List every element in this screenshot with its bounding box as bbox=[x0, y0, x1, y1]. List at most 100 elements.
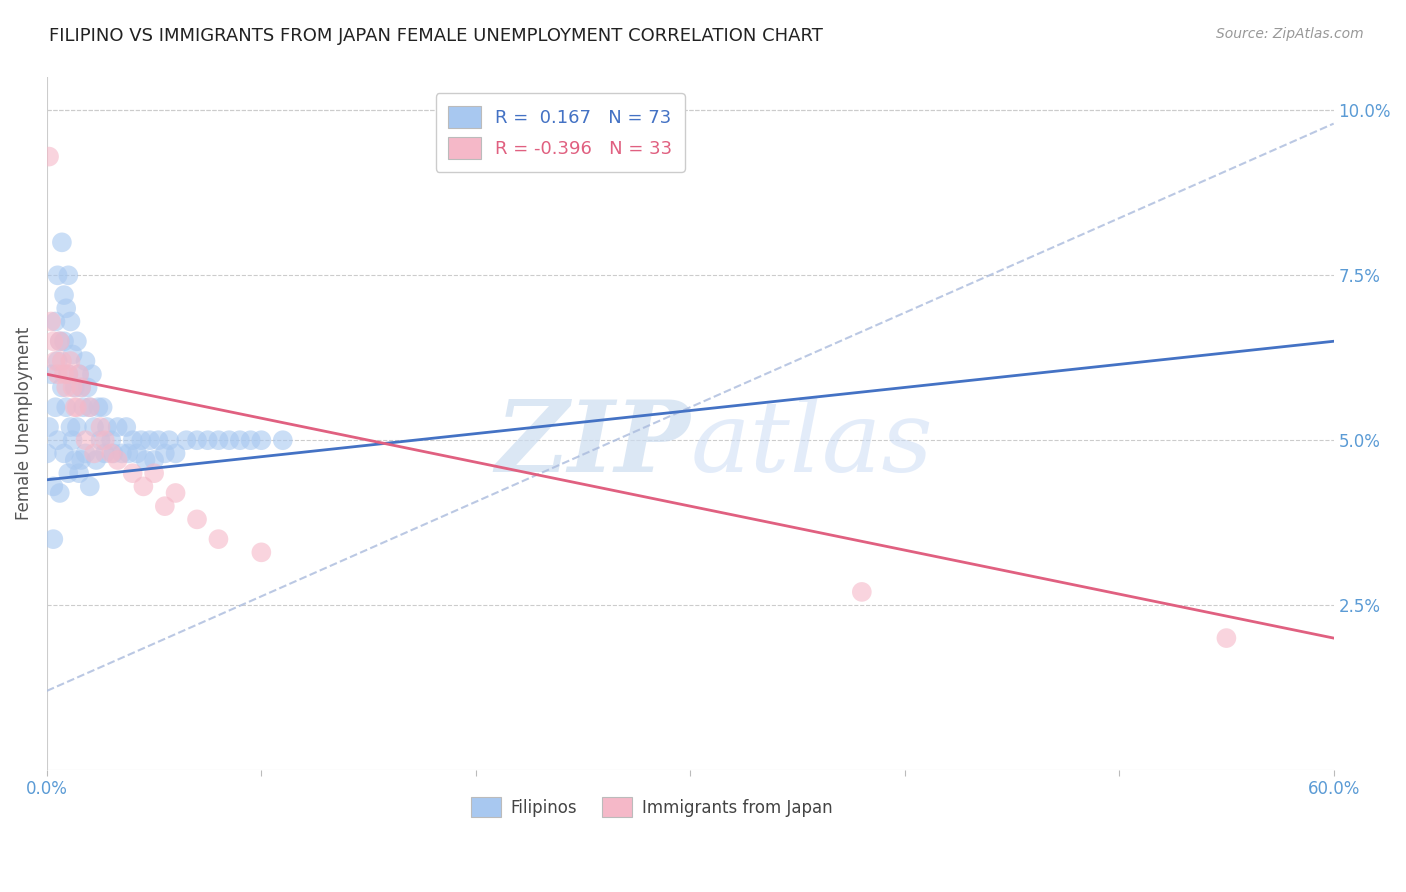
Point bbox=[271, 434, 294, 448]
Point bbox=[125, 446, 148, 460]
Point bbox=[103, 446, 125, 460]
Point bbox=[143, 466, 166, 480]
Point bbox=[80, 368, 103, 382]
Point bbox=[51, 354, 73, 368]
Text: FILIPINO VS IMMIGRANTS FROM JAPAN FEMALE UNEMPLOYMENT CORRELATION CHART: FILIPINO VS IMMIGRANTS FROM JAPAN FEMALE… bbox=[49, 27, 823, 45]
Point bbox=[67, 368, 90, 382]
Point bbox=[42, 479, 65, 493]
Text: atlas: atlas bbox=[690, 397, 934, 492]
Point bbox=[46, 434, 69, 448]
Point bbox=[87, 401, 110, 415]
Point bbox=[39, 368, 62, 382]
Point bbox=[239, 434, 262, 448]
Point bbox=[70, 453, 93, 467]
Y-axis label: Female Unemployment: Female Unemployment bbox=[15, 327, 32, 520]
Point bbox=[229, 434, 252, 448]
Point bbox=[250, 545, 273, 559]
Point bbox=[851, 585, 873, 599]
Point bbox=[66, 334, 89, 349]
Point bbox=[44, 401, 66, 415]
Point bbox=[44, 354, 66, 368]
Point bbox=[44, 314, 66, 328]
Point bbox=[75, 434, 97, 448]
Point bbox=[107, 453, 129, 467]
Point bbox=[59, 314, 82, 328]
Point bbox=[59, 354, 82, 368]
Point bbox=[63, 401, 86, 415]
Point bbox=[70, 380, 93, 394]
Point bbox=[207, 434, 229, 448]
Point bbox=[62, 347, 84, 361]
Point bbox=[94, 446, 117, 460]
Point bbox=[1215, 631, 1237, 645]
Point bbox=[96, 420, 118, 434]
Point bbox=[70, 380, 93, 394]
Point bbox=[66, 420, 89, 434]
Point bbox=[115, 420, 138, 434]
Point bbox=[117, 446, 139, 460]
Point bbox=[67, 466, 90, 480]
Point bbox=[49, 334, 72, 349]
Point bbox=[129, 434, 152, 448]
Point bbox=[84, 453, 107, 467]
Point bbox=[38, 420, 60, 434]
Point bbox=[83, 420, 105, 434]
Point bbox=[75, 354, 97, 368]
Point bbox=[51, 380, 73, 394]
Point bbox=[58, 466, 80, 480]
Point bbox=[79, 401, 101, 415]
Text: Source: ZipAtlas.com: Source: ZipAtlas.com bbox=[1216, 27, 1364, 41]
Point bbox=[186, 512, 208, 526]
Point bbox=[55, 401, 77, 415]
Point bbox=[42, 532, 65, 546]
Point bbox=[174, 434, 197, 448]
Point bbox=[132, 479, 155, 493]
Point bbox=[66, 401, 89, 415]
Point bbox=[100, 434, 122, 448]
Point bbox=[153, 499, 176, 513]
Point bbox=[157, 434, 180, 448]
Point bbox=[218, 434, 240, 448]
Point bbox=[139, 434, 162, 448]
Point bbox=[111, 446, 134, 460]
Point bbox=[62, 434, 84, 448]
Point bbox=[143, 453, 166, 467]
Point bbox=[49, 334, 72, 349]
Point bbox=[165, 486, 187, 500]
Point bbox=[35, 446, 58, 460]
Point bbox=[46, 268, 69, 283]
Point bbox=[67, 368, 90, 382]
Point bbox=[72, 401, 94, 415]
Point bbox=[79, 401, 101, 415]
Point bbox=[89, 420, 111, 434]
Point bbox=[165, 446, 187, 460]
Point bbox=[75, 446, 97, 460]
Point bbox=[153, 446, 176, 460]
Point bbox=[53, 446, 76, 460]
Point bbox=[121, 466, 143, 480]
Point bbox=[46, 368, 69, 382]
Point bbox=[55, 380, 77, 394]
Point bbox=[76, 380, 98, 394]
Point bbox=[107, 420, 129, 434]
Point bbox=[121, 434, 143, 448]
Point bbox=[59, 420, 82, 434]
Point bbox=[58, 368, 80, 382]
Point bbox=[63, 380, 86, 394]
Point bbox=[100, 446, 122, 460]
Point bbox=[148, 434, 170, 448]
Point bbox=[62, 380, 84, 394]
Point bbox=[135, 453, 157, 467]
Point bbox=[91, 401, 114, 415]
Point bbox=[42, 334, 65, 349]
Text: ZIP: ZIP bbox=[495, 396, 690, 492]
Point bbox=[197, 434, 219, 448]
Point bbox=[55, 301, 77, 316]
Point bbox=[186, 434, 208, 448]
Legend: Filipinos, Immigrants from Japan: Filipinos, Immigrants from Japan bbox=[464, 790, 839, 824]
Point bbox=[58, 368, 80, 382]
Point bbox=[63, 453, 86, 467]
Point bbox=[79, 479, 101, 493]
Point bbox=[39, 314, 62, 328]
Point bbox=[46, 354, 69, 368]
